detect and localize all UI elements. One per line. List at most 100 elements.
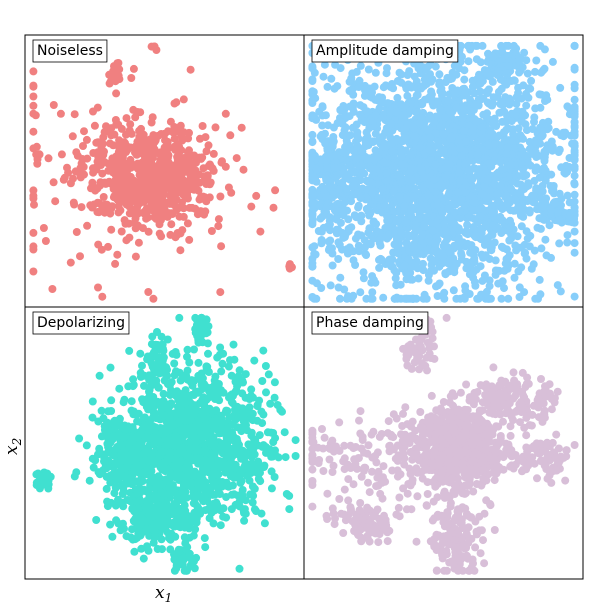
data-point (253, 417, 261, 425)
data-point (308, 77, 316, 85)
data-point (226, 131, 234, 139)
data-point (405, 67, 413, 75)
data-point (109, 67, 117, 75)
data-point (424, 127, 432, 135)
data-point (224, 464, 232, 472)
data-point (118, 125, 126, 133)
data-point (407, 179, 415, 187)
data-point (397, 281, 405, 289)
data-point (522, 171, 530, 179)
data-point (130, 65, 138, 73)
data-point (425, 277, 433, 285)
data-point (478, 135, 486, 143)
data-point (58, 150, 66, 158)
data-point (94, 241, 102, 249)
data-point (460, 127, 468, 135)
data-point (355, 135, 363, 143)
data-point (526, 242, 534, 250)
data-point (503, 255, 511, 263)
data-point (29, 268, 37, 276)
data-point (403, 275, 411, 283)
data-point (350, 182, 358, 190)
data-point (387, 139, 395, 147)
data-point (427, 115, 435, 123)
data-point (510, 76, 518, 84)
data-point (170, 360, 178, 368)
data-point (249, 483, 257, 491)
data-point (176, 246, 184, 254)
data-point (469, 127, 477, 135)
data-point (237, 378, 245, 386)
data-point (368, 89, 376, 97)
data-point (134, 165, 142, 173)
data-point (388, 148, 396, 156)
data-point (417, 164, 425, 172)
data-point (372, 111, 380, 119)
data-point (374, 153, 382, 161)
data-point (177, 401, 185, 409)
data-point (233, 154, 241, 162)
data-point (50, 101, 58, 109)
data-point (368, 288, 376, 296)
data-point (453, 104, 461, 112)
data-point (69, 132, 77, 140)
data-point (351, 261, 359, 269)
data-point (240, 166, 248, 174)
data-point (209, 407, 217, 415)
data-point (217, 521, 225, 529)
data-point (229, 421, 237, 429)
data-point (285, 505, 293, 513)
data-point (100, 158, 108, 166)
data-point (566, 213, 574, 221)
data-point (522, 152, 530, 160)
data-point (532, 57, 540, 65)
data-point (190, 346, 198, 354)
data-point (366, 179, 374, 187)
data-point (236, 471, 244, 479)
data-point (364, 208, 372, 216)
data-point (414, 264, 422, 272)
data-point (483, 88, 491, 96)
data-point (108, 533, 116, 541)
data-point (196, 135, 204, 143)
data-point (164, 380, 172, 388)
data-point (512, 100, 520, 108)
data-point (140, 382, 148, 390)
data-point (271, 186, 279, 194)
data-point (506, 224, 514, 232)
data-point (542, 167, 550, 175)
data-point (383, 64, 391, 72)
data-point (431, 239, 439, 247)
data-point (130, 548, 138, 556)
data-point (102, 208, 110, 216)
data-point (543, 251, 551, 259)
data-point (499, 165, 507, 173)
data-point (442, 164, 450, 172)
data-point (536, 276, 544, 284)
data-point (502, 81, 510, 89)
data-point (125, 347, 133, 355)
data-point (515, 69, 523, 77)
data-point (541, 149, 549, 157)
data-point (500, 128, 508, 136)
data-point (115, 141, 123, 149)
data-point (403, 219, 411, 227)
data-point (201, 543, 209, 551)
data-point (323, 157, 331, 165)
data-point (219, 360, 227, 368)
data-point (412, 225, 420, 233)
data-point (520, 49, 528, 57)
data-point (536, 124, 544, 132)
data-point (354, 204, 362, 212)
data-point (381, 224, 389, 232)
data-point (531, 104, 539, 112)
data-point (124, 145, 132, 153)
data-point (215, 215, 223, 223)
data-point (140, 555, 148, 563)
data-point (318, 131, 326, 139)
data-point (530, 260, 538, 268)
data-point (536, 90, 544, 98)
data-point (519, 135, 527, 143)
data-point (40, 224, 48, 232)
data-point (424, 191, 432, 199)
